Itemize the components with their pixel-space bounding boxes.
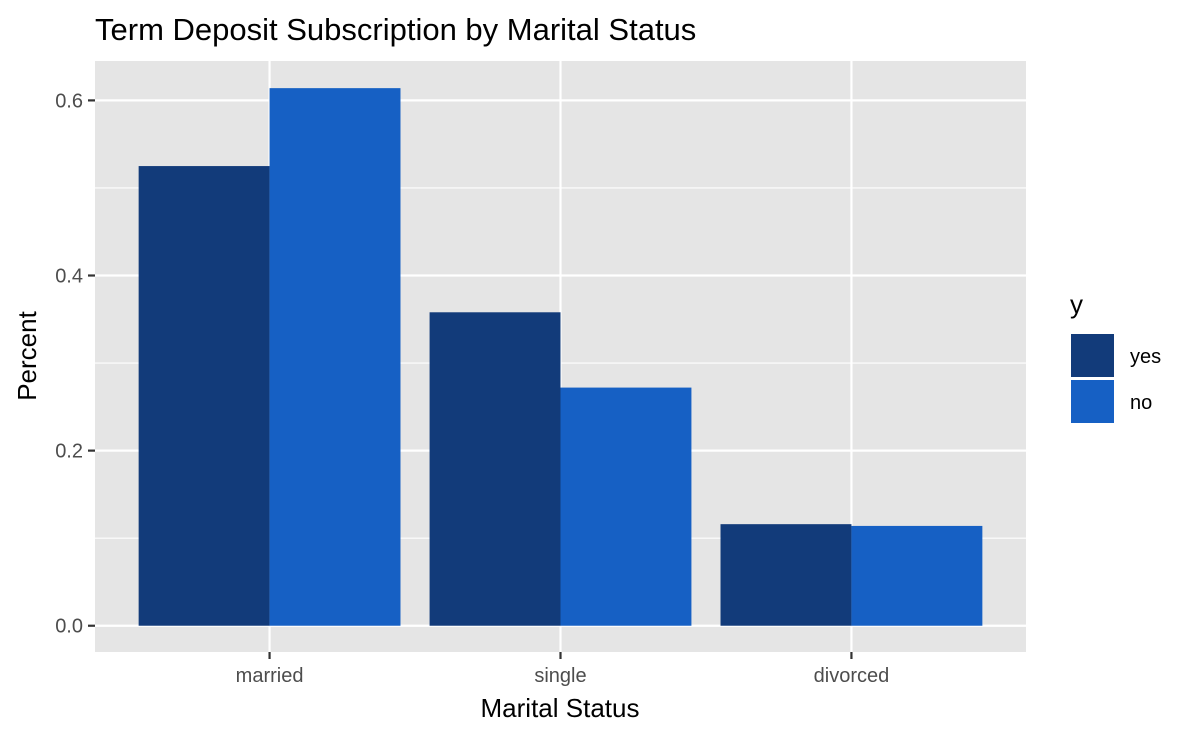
legend-key-no	[1071, 380, 1114, 423]
bar-divorced-yes	[720, 524, 852, 626]
y-tick-label: 0.4	[55, 266, 83, 288]
x-axis: married single divorced	[236, 652, 890, 687]
x-tick-label-divorced: divorced	[814, 665, 890, 687]
y-axis: 0.0 0.2 0.4 0.6	[55, 90, 95, 638]
y-tick-label: 0.0	[55, 616, 83, 638]
legend-title: y	[1070, 289, 1083, 319]
y-tick-label: 0.2	[55, 441, 83, 463]
y-tick-label: 0.6	[55, 90, 83, 112]
bar-single-no	[560, 387, 692, 626]
legend-label-yes: yes	[1130, 346, 1161, 368]
x-tick-label-married: married	[236, 665, 304, 687]
legend: y yes no	[1070, 289, 1161, 423]
bar-married-yes	[138, 166, 270, 626]
x-axis-title: Marital Status	[481, 693, 640, 723]
x-tick-label-single: single	[534, 665, 586, 687]
chart-title: Term Deposit Subscription by Marital Sta…	[95, 12, 696, 47]
bar-married-no	[269, 88, 401, 626]
legend-label-no: no	[1130, 392, 1152, 414]
bar-divorced-no	[851, 525, 983, 626]
bar-single-yes	[429, 312, 561, 626]
bars	[138, 88, 983, 626]
y-axis-title: Percent	[12, 310, 42, 400]
legend-key-yes	[1071, 334, 1114, 377]
